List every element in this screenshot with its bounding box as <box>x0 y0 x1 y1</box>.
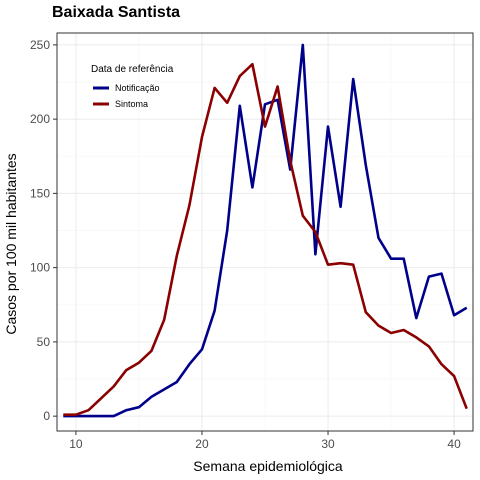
legend-label: Notificação <box>115 83 160 93</box>
chart-title: Baixada Santista <box>52 4 180 21</box>
legend: Data de referência Notificação Sintoma <box>91 64 174 109</box>
series-layer <box>63 43 468 418</box>
legend-label: Sintoma <box>115 99 148 109</box>
y-axis-title: Casos por 100 mil habitantes <box>3 153 19 334</box>
legend-items: Notificação Sintoma <box>93 83 160 109</box>
y-tick-label: 100 <box>30 261 50 275</box>
y-axis: 0 50 100 150 200 250 <box>30 38 57 423</box>
x-tick-label: 40 <box>447 437 461 451</box>
y-tick-label: 0 <box>43 409 50 423</box>
panel-border <box>56 32 474 432</box>
series-line-sintoma <box>63 62 468 416</box>
x-tick-label: 10 <box>69 437 83 451</box>
y-tick-label: 50 <box>37 335 51 349</box>
x-axis: 10 20 30 40 <box>69 431 461 451</box>
y-tick-label: 200 <box>30 112 50 126</box>
y-tick-label: 150 <box>30 186 50 200</box>
x-tick-label: 20 <box>195 437 209 451</box>
x-tick-label: 30 <box>321 437 335 451</box>
legend-title: Data de referência <box>91 64 174 75</box>
y-tick-label: 250 <box>30 38 50 52</box>
grid <box>57 33 473 431</box>
x-axis-title: Semana epidemiológica <box>193 458 343 474</box>
series-line-notificacao <box>63 43 468 418</box>
